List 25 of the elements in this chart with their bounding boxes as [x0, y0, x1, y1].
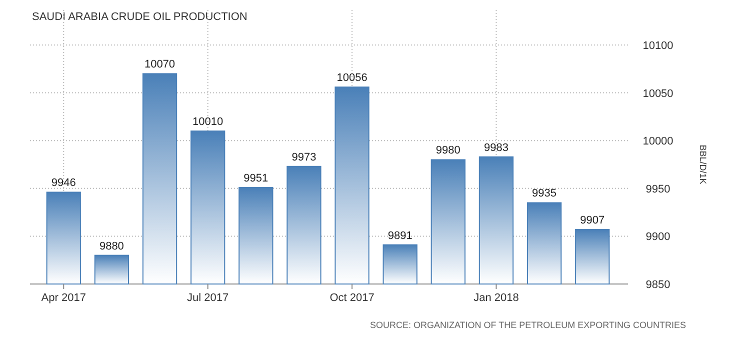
chart-title: SAUDI ARABIA CRUDE OIL PRODUCTION: [32, 11, 248, 23]
y-tick-label: 10100: [642, 40, 674, 52]
data-label: 10056: [336, 72, 368, 84]
data-label: 9980: [436, 144, 460, 157]
y-tick-label: 9950: [646, 183, 670, 196]
data-label: 9983: [484, 142, 508, 154]
x-tick-label: Apr 2017: [41, 292, 86, 304]
data-label: 10010: [192, 116, 224, 128]
y-axis-title: BBL/D/1K: [698, 144, 708, 184]
data-label: 9951: [244, 172, 268, 184]
data-label: 9907: [580, 214, 605, 227]
data-label: 9946: [51, 177, 76, 190]
data-label: 9880: [99, 240, 124, 252]
x-tick-label: Oct 2017: [330, 292, 374, 304]
y-tick-label: 9850: [646, 279, 670, 291]
source-note: SOURCE: ORGANIZATION OF THE PETROLEUM EXPORTING COUNTRIES: [370, 320, 686, 330]
data-label: 9891: [388, 230, 412, 242]
data-label: 9973: [292, 151, 316, 164]
y-tick-label: 9900: [646, 231, 670, 244]
x-tick-label: Jul 2017: [187, 292, 229, 304]
x-tick-label: Jan 2018: [474, 292, 519, 304]
y-tick-label: 10000: [642, 136, 674, 148]
data-label: 9935: [532, 188, 557, 200]
y-tick-label: 10050: [642, 88, 674, 100]
data-label: 10070: [144, 58, 176, 71]
